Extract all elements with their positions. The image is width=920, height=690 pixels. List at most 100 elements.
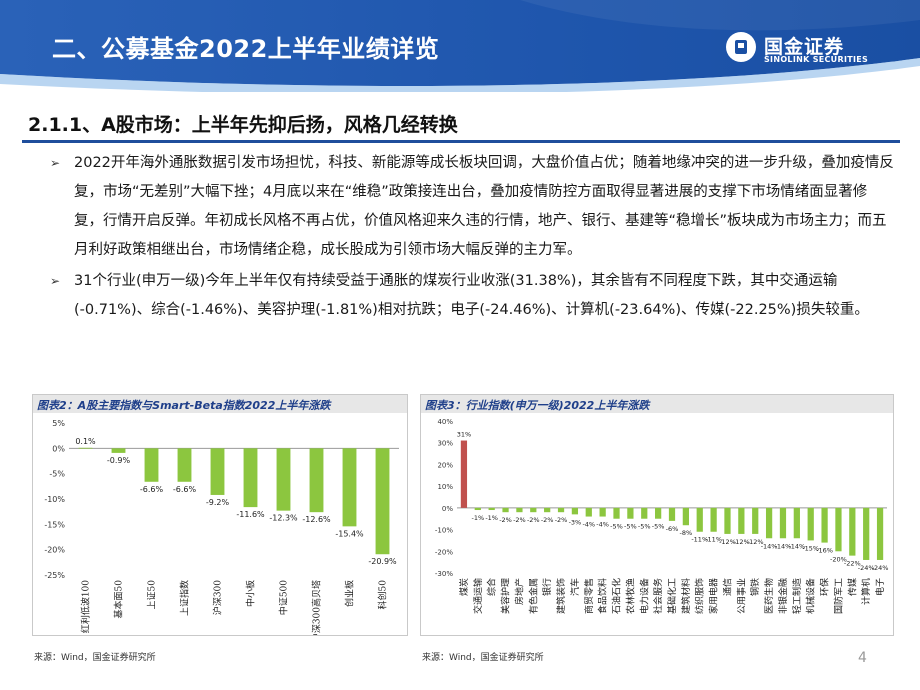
x-tick-label: 创业板 [344,580,356,607]
bar [502,507,509,513]
x-tick-label: 中证500 [278,580,290,615]
x-tick-label: 基本面50 [113,580,125,619]
bar [779,507,787,539]
bar [243,448,258,508]
logo-text-cn: 国金证券 [764,36,845,58]
data-label: -14% [761,542,778,550]
bar [309,448,324,513]
x-tick-label: 美容护理 [500,578,512,614]
data-label: -12.3% [269,514,298,523]
page-title: 二、公募基金2022上半年业绩详览 [52,35,440,63]
bar [177,448,192,482]
x-tick-label: 机械设备 [805,578,817,614]
x-tick-label: 计算机 [860,578,872,605]
x-tick-label: 传媒 [846,578,858,596]
x-tick-label: 医药生物 [763,578,775,614]
bar [516,507,523,513]
x-tick-label: 沪深300 [212,580,224,615]
arrow-bullet-icon: ➢ [50,274,61,288]
data-label: -5% [624,523,637,531]
bar [111,448,126,453]
x-tick-label: 银行 [541,578,553,596]
x-tick-label: 中小板 [245,580,257,607]
bar [835,507,842,552]
data-label: -0.9% [107,456,131,465]
data-label: -14% [788,542,805,550]
industry-returns-chart: 40% 30% 20% 10% 0% -10% -20% -30% 31% 煤炭 -1% 交通运输 -1… [435,418,889,614]
bar [627,507,634,519]
y-tick-label: -30% [435,570,453,578]
x-tick-label: 基础化工 [666,578,678,614]
bar [210,448,225,495]
x-tick-label: 石油石化 [611,578,623,614]
data-label: -24% [858,564,875,572]
bar [342,448,357,527]
data-label: -20% [830,555,847,563]
data-label: -11.6% [236,510,265,519]
data-label: -12.6% [302,515,331,524]
bar [276,448,291,511]
bar [488,507,495,511]
y-tick-label: -25% [44,571,65,580]
x-tick-label: 农林牧渔 [624,578,636,614]
bullet-text: 2022开年海外通胀数据引发市场担忧，科技、新能源等成长板块回调，大盘价值占优；… [74,155,894,258]
section-title: 2.1.1、A股市场：上半年先抑后扬，风格几经转换 [28,114,458,136]
x-tick-label: 国防军工 [832,578,844,614]
data-label: -1% [471,514,484,522]
data-label: -4% [596,521,609,529]
x-tick-label: 家用电器 [708,578,720,614]
bar [765,507,773,539]
bar [724,507,731,534]
bar [682,507,689,526]
data-label: -12% [719,538,736,546]
data-label: -2% [499,516,512,524]
index-returns-chart: 5% 0% -5% -10% -15% -20% -25% 0.1% 红利低波100 -0.9% 基… [44,419,399,635]
bar [599,507,606,517]
x-tick-label: 红利低波100 [80,580,92,633]
bar [752,507,759,534]
section-divider [22,140,900,143]
bar [807,507,814,541]
bar [863,507,870,560]
data-label: -24% [872,564,889,572]
data-label: -4% [582,521,595,529]
company-logo: 国金证券 SINOLINK SECURITIES [726,30,896,70]
bar [613,507,620,519]
data-label: 31% [457,431,471,439]
y-tick-label: 10% [437,483,453,491]
y-tick-label: 40% [437,418,453,426]
x-tick-label: 上证50 [147,580,158,610]
bar [78,447,93,449]
x-tick-label: 建筑材料 [680,578,692,614]
bar [530,507,537,513]
y-tick-label: 0% [52,444,65,453]
bullet-list: ➢ 2022开年海外通胀数据引发市场担忧，科技、新能源等成长板块回调，大盘价值占… [50,149,895,327]
y-tick-label: -5% [49,470,65,479]
source-note: 来源：Wind，国金证券研究所 [34,653,156,663]
data-label: -5% [638,523,651,531]
chart-panel-indices: 图表2：A股主要指数与Smart-Beta指数2022上半年涨跌 5% 0% -5%… [32,394,408,636]
x-tick-label: 综合 [486,578,498,596]
bar [641,507,648,519]
y-tick-label: -15% [44,520,65,529]
x-tick-label: 纺织服饰 [694,578,706,614]
data-label: -5% [652,523,665,531]
y-tick-label: -10% [435,527,453,535]
x-tick-label: 社会服务 [652,578,664,614]
y-tick-label: 20% [437,461,453,469]
y-tick-label: -20% [44,546,65,555]
data-label: -2% [527,516,540,524]
logo-mark-icon [726,32,756,62]
data-label: -12% [733,538,750,546]
x-tick-label: 食品饮料 [597,578,609,614]
x-tick-label: 汽车 [569,578,581,596]
x-tick-label: 环保 [819,578,831,596]
source-note: 来源：Wind，国金证券研究所 [422,653,544,663]
chart-panel-industries: 图表3：行业指数(申万一级)2022上半年涨跌 40% 30% 20% 10% 0% -1… [420,394,894,636]
bar [585,507,592,517]
y-tick-label: -20% [435,548,453,556]
header-banner: 二、公募基金2022上半年业绩详览 国金证券 SINOLINK SECURITI… [0,0,920,92]
data-label: -2% [555,516,568,524]
data-label: -8% [680,529,693,537]
arrow-bullet-icon: ➢ [50,156,61,170]
